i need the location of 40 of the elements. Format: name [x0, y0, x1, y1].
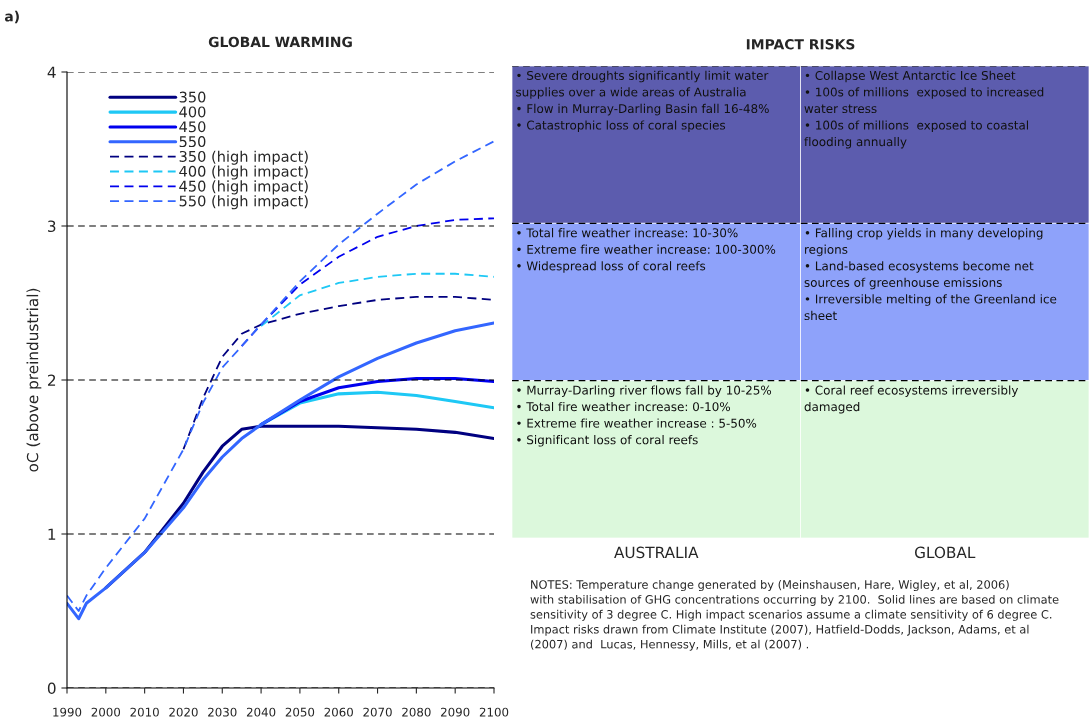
category-label: GLOBAL	[914, 546, 976, 559]
legend-label: 550	[179, 136, 206, 148]
y-tick-label: 4	[47, 66, 56, 78]
line-series	[260, 272, 494, 328]
legend-label: 350	[179, 91, 206, 103]
y-tick-label: 2	[47, 374, 56, 386]
legend-label: 450	[179, 121, 206, 133]
text: • Coral reef ecosystems irreversibly damaged	[804, 385, 1019, 414]
x-tick-label: 2000	[91, 707, 121, 717]
text: • Total fire weather increase: 10-30% • Extreme fire weather increase: 100-300% • Widespread loss of coral reefs	[517, 228, 776, 273]
x-tick-label: 2050	[285, 707, 315, 717]
y-axis-title: oC (above preindustrial)	[26, 288, 42, 472]
x-tick-label: 2020	[169, 707, 198, 717]
x-tick-label: 2080	[402, 707, 431, 717]
text: • Severe droughts significantly limit water supplies over a wide areas of Australia • Flow in Murray-Darling Basin fall 16-48% • Catastrophic loss of coral species	[516, 70, 769, 132]
legend-label: 400	[179, 106, 206, 118]
y-tick-label: 1	[48, 528, 56, 540]
x-tick-label: 2070	[363, 707, 392, 717]
legend-label: 550 (high impact)	[179, 195, 308, 210]
legend-label: 400 (high impact)	[179, 165, 308, 180]
y-tick-label: 0	[47, 682, 56, 695]
line-series	[182, 295, 494, 451]
x-tick-label: 2060	[324, 707, 353, 717]
y-tick-label: 3	[48, 220, 56, 233]
x-tick-label: 2090	[441, 707, 470, 717]
x-tick-label: 2100	[479, 707, 509, 717]
x-tick-label: 2010	[130, 707, 159, 717]
legend-label: 450 (high impact)	[179, 180, 308, 195]
x-tick-label: 2040	[246, 707, 276, 717]
legend-label: 350 (high impact)	[179, 150, 308, 165]
x-tick-label: 2030	[208, 707, 237, 717]
text: a)	[4, 10, 19, 24]
category-label: AUSTRALIA	[614, 546, 699, 559]
text: IMPACT RISKS	[746, 39, 855, 50]
text: • Falling crop yields in many developing regions • Land-based ecosystems become net sources of greenhouse emissions • Irreversible melting of the Greenland ice sheet	[804, 228, 1057, 321]
text: NOTES: Temperature change generated by (Meinshausen, Hare, Wigley, et al, 2006) with stabilisation of GHG concentrations occurring by 2100. Solid lines are based on climate sensitivity of 3 degree C. High impact scenarios assume a climate sensitivity of 6 degree C. Impact risks drawn from Climate Institute (2007), Hatfield-Dodds, Jackson, Adams, et al (2007) and Lucas, Hennessy, Mills, et al (2007) .	[530, 580, 1059, 651]
chart-title: GLOBAL WARMING	[208, 36, 352, 48]
text: • Murray-Darling river flows fall by 10-25% • Total fire weather increase: 0-10% • Extreme fire weather increase : 5-50% • Significant loss of coral reefs	[517, 385, 772, 447]
text: • Collapse West Antarctic Ice Sheet • 100s of millions exposed to increased water stress • 100s of millions exposed to coastal flooding annually	[804, 70, 1044, 149]
x-tick-label: 1990	[53, 707, 82, 717]
